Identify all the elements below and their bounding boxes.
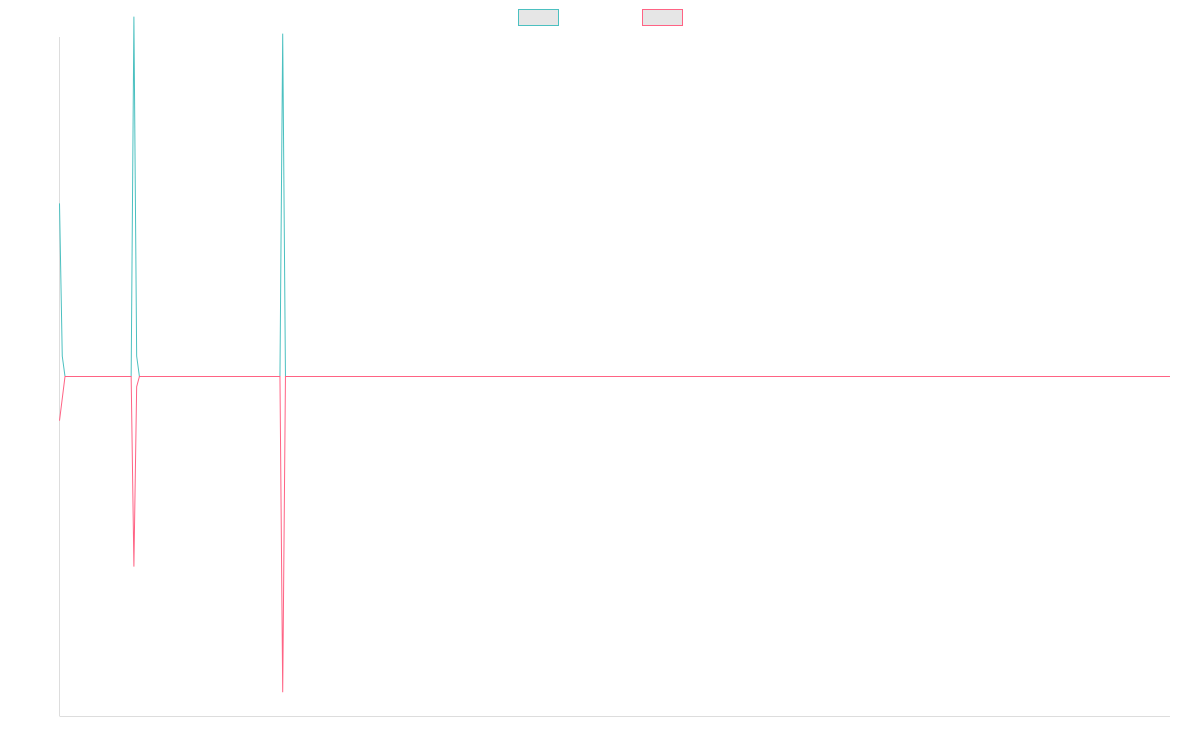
series-line-1 [59,16,1170,377]
axes [59,37,1170,717]
legend-swatch-1[interactable] [518,9,559,26]
series-layer [59,16,1170,693]
series-line-2 [59,376,1170,693]
legend-swatch-2[interactable] [642,9,683,26]
legend [518,9,683,26]
